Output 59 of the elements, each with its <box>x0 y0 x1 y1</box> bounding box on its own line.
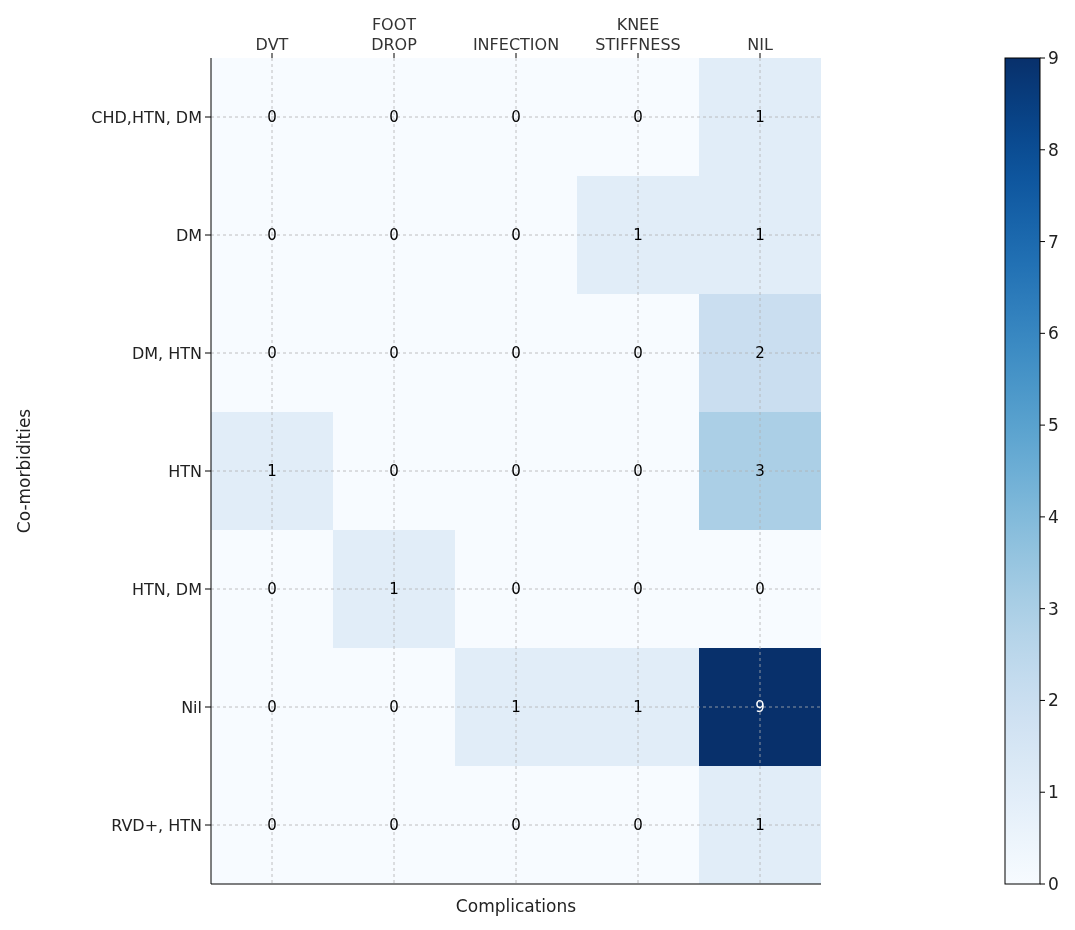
data-label: 1 <box>633 226 643 245</box>
color-bar-label: 8 <box>1048 139 1059 160</box>
y-tick-label: CHD,HTN, DM <box>91 107 202 127</box>
data-label: 0 <box>389 462 399 481</box>
color-bar-label: 1 <box>1048 782 1059 803</box>
data-label: 1 <box>755 108 765 127</box>
color-bar-label: 0 <box>1048 873 1059 894</box>
data-label: 3 <box>755 462 765 481</box>
data-label: 0 <box>267 344 277 363</box>
data-label: 1 <box>267 462 277 481</box>
color-bar-label: 2 <box>1048 690 1059 711</box>
data-label: 0 <box>267 108 277 127</box>
data-label: 0 <box>511 226 521 245</box>
data-label: 0 <box>633 344 643 363</box>
x-tick-label: KNEE STIFFNESS <box>595 15 681 54</box>
x-tick-label: INFECTION <box>472 35 560 54</box>
data-label: 0 <box>389 344 399 363</box>
y-tick-label: DM, HTN <box>131 343 202 363</box>
x-tick-label: NIL <box>747 35 773 54</box>
y-tick-label: HTN <box>168 461 202 481</box>
color-bar-label: 4 <box>1048 506 1059 527</box>
data-label: 0 <box>267 226 277 245</box>
data-label: 0 <box>511 462 521 481</box>
data-label: 1 <box>755 226 765 245</box>
y-tick-label: RVD+, HTN <box>111 815 202 835</box>
data-label: 0 <box>389 226 399 245</box>
data-label: 0 <box>633 580 643 599</box>
data-label: 0 <box>267 580 277 599</box>
x-tick-label: DVT <box>255 35 289 54</box>
color-bar-label: 3 <box>1048 598 1059 619</box>
color-bar-label: 7 <box>1048 231 1059 252</box>
data-label: 0 <box>633 108 643 127</box>
data-label: 0 <box>389 816 399 835</box>
data-label: 1 <box>511 698 521 717</box>
data-label: 2 <box>755 344 765 363</box>
data-label: 0 <box>511 816 521 835</box>
data-label: 0 <box>511 344 521 363</box>
data-label: 0 <box>633 816 643 835</box>
color-bar-label: 6 <box>1048 323 1059 344</box>
data-label: 1 <box>389 580 399 599</box>
y-tick-label: HTN, DM <box>131 579 202 599</box>
data-label: 0 <box>389 108 399 127</box>
data-label: 0 <box>267 816 277 835</box>
y-tick-label: DM <box>175 225 202 245</box>
color-bar-label: 9 <box>1048 47 1059 68</box>
data-label: 0 <box>389 698 399 717</box>
y-axis-title: Co-morbidities <box>14 408 34 534</box>
data-label: 1 <box>633 698 643 717</box>
data-label: 1 <box>755 816 765 835</box>
data-label: 9 <box>755 698 765 717</box>
data-label: 0 <box>267 698 277 717</box>
x-tick-label: FOOT DROP <box>371 15 418 54</box>
x-axis-title: Complications <box>455 896 577 916</box>
data-label: 0 <box>755 580 765 599</box>
data-label: 0 <box>511 580 521 599</box>
y-tick-label: Nil <box>181 697 202 717</box>
data-label: 0 <box>511 108 521 127</box>
color-bar-label: 5 <box>1048 415 1059 436</box>
data-label: 0 <box>633 462 643 481</box>
